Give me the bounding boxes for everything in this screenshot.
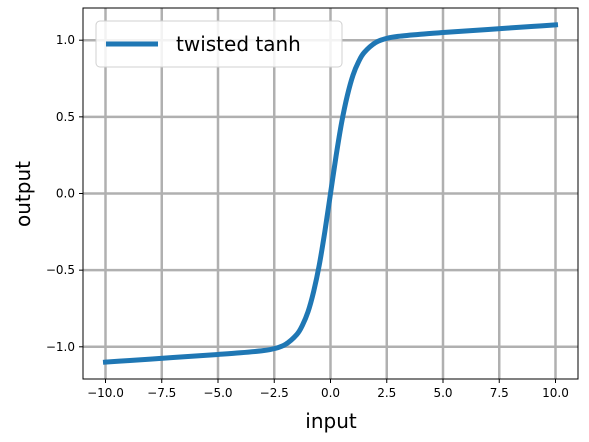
series-layer bbox=[102, 22, 559, 365]
x-tick-label: 2.5 bbox=[377, 386, 396, 400]
x-tick-label: 0.0 bbox=[321, 386, 340, 400]
x-axis: −10.0 −7.5 −5.0 −2.5 0.0 2.5 5.0 7.5 10.0 bbox=[87, 379, 569, 400]
legend-box bbox=[95, 20, 343, 68]
y-tick-label: 0.0 bbox=[56, 187, 75, 201]
x-tick-label: −7.5 bbox=[147, 386, 176, 400]
y-tick-label: 0.5 bbox=[56, 110, 75, 124]
x-axis-title: input bbox=[305, 409, 357, 433]
y-tick-label: −1.0 bbox=[46, 340, 75, 354]
x-tick-label: 5.0 bbox=[433, 386, 452, 400]
x-tick-label: 7.5 bbox=[490, 386, 509, 400]
y-axis: −1.0 −0.5 0.0 0.5 1.0 bbox=[46, 33, 83, 354]
x-tick-label: 10.0 bbox=[542, 386, 569, 400]
legend: twisted tanh bbox=[95, 20, 343, 68]
series-line bbox=[102, 22, 559, 365]
x-tick-label: −5.0 bbox=[203, 386, 232, 400]
y-axis-title: output bbox=[11, 161, 35, 227]
legend-label: twisted tanh bbox=[176, 32, 301, 56]
y-tick-label: 1.0 bbox=[56, 33, 75, 47]
x-tick-label: −10.0 bbox=[87, 386, 124, 400]
x-tick-label: −2.5 bbox=[260, 386, 289, 400]
y-tick-label: −0.5 bbox=[46, 263, 75, 277]
